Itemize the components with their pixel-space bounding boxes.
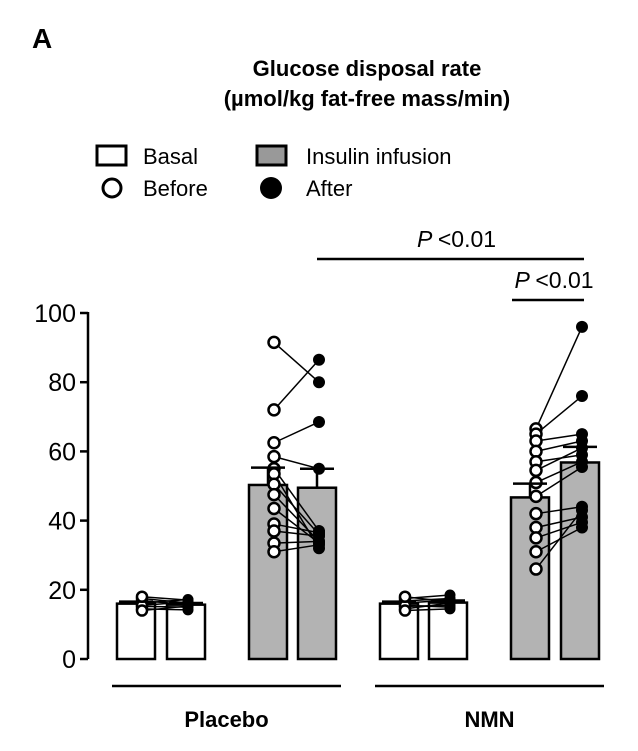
paired-points <box>135 320 588 617</box>
pair-line <box>535 454 583 463</box>
pair-line <box>535 433 583 442</box>
before-point <box>267 544 281 559</box>
pair-line <box>404 608 451 612</box>
before-point <box>267 487 281 502</box>
pair-line <box>404 604 451 608</box>
pair-line <box>273 530 320 537</box>
after-point <box>576 320 588 333</box>
before-point <box>529 489 543 504</box>
before-point <box>529 463 543 478</box>
pair-line <box>535 466 583 498</box>
after-point <box>576 521 588 534</box>
pair-line <box>535 440 583 453</box>
y-tick-label: 80 <box>48 369 76 397</box>
before-point <box>135 604 149 617</box>
pair-line <box>535 395 583 435</box>
p-value: <0.01 <box>438 226 496 252</box>
legend-marker-insulin <box>255 144 288 167</box>
p-value: <0.01 <box>535 267 593 293</box>
bar <box>296 486 338 661</box>
pair-line <box>273 494 320 542</box>
pair-line <box>535 461 583 484</box>
pair-line <box>273 544 320 553</box>
p-symbol: P <box>514 267 535 293</box>
y-tick-label: 40 <box>48 508 76 536</box>
before-point <box>398 590 412 603</box>
legend-label-insulin: Insulin infusion <box>306 144 452 169</box>
before-point <box>267 403 281 417</box>
bars <box>115 461 601 661</box>
panel-label: A <box>32 23 52 54</box>
after-point <box>576 390 588 403</box>
pair-line <box>273 359 320 411</box>
pair-line <box>535 506 583 515</box>
pair-line <box>141 608 189 611</box>
before-point <box>529 562 543 576</box>
pair-line <box>141 605 189 612</box>
pair-line <box>273 523 320 534</box>
pair-line <box>535 447 583 472</box>
y-tick-label: 20 <box>48 577 76 605</box>
pair-line <box>535 326 583 430</box>
pair-line <box>141 595 189 601</box>
before-point <box>529 506 543 521</box>
before-point <box>267 524 281 538</box>
group-label: NMN <box>464 707 514 732</box>
pair-line <box>273 341 320 383</box>
significance-annotations: P <0.01P <0.01 <box>317 226 594 302</box>
legend-marker-after <box>260 177 282 199</box>
before-point <box>398 604 412 617</box>
pair-line <box>535 521 583 539</box>
group-label: Placebo <box>184 707 268 732</box>
significance-label: P <0.01 <box>514 267 593 293</box>
y-axis: 0 20 40 60 80 100 <box>34 300 90 674</box>
pair-line <box>273 507 320 544</box>
legend-marker-before <box>101 177 123 199</box>
p-symbol: P <box>417 226 438 252</box>
pair-line <box>535 509 583 570</box>
pair-line <box>273 455 320 470</box>
after-point <box>313 415 325 428</box>
chart-subtitle: (µmol/kg fat-free mass/min) <box>224 86 511 111</box>
chart-title: Glucose disposal rate <box>253 56 482 81</box>
legend-label-basal: Basal <box>143 144 198 169</box>
after-point <box>576 504 588 517</box>
after-point <box>313 538 325 551</box>
before-point <box>267 335 281 350</box>
pair-line <box>273 540 320 544</box>
bar <box>378 602 420 661</box>
bar <box>115 602 157 661</box>
pair-line <box>273 421 320 444</box>
after-point <box>313 376 325 389</box>
bar <box>559 461 601 661</box>
before-point <box>529 544 543 559</box>
bar <box>509 496 551 661</box>
legend-marker-basal <box>95 144 128 167</box>
before-point <box>267 501 281 516</box>
y-tick-label: 60 <box>48 438 76 466</box>
y-tick-label: 0 <box>62 646 76 674</box>
error-bars <box>119 445 597 605</box>
significance-label: P <0.01 <box>417 226 496 252</box>
legend: Basal Insulin infusion Before After <box>95 144 452 201</box>
pair-line <box>273 468 320 532</box>
before-point <box>267 449 281 464</box>
after-point <box>576 460 588 473</box>
before-point <box>267 436 281 450</box>
after-point <box>444 596 456 608</box>
legend-label-after: After <box>306 176 352 201</box>
pair-line <box>273 483 320 535</box>
legend-label-before: Before <box>143 176 208 201</box>
before-point <box>135 590 149 603</box>
after-point <box>313 353 325 366</box>
before-point <box>529 531 543 545</box>
group-labels: Placebo NMN <box>112 684 604 732</box>
y-tick-label: 100 <box>34 300 76 328</box>
